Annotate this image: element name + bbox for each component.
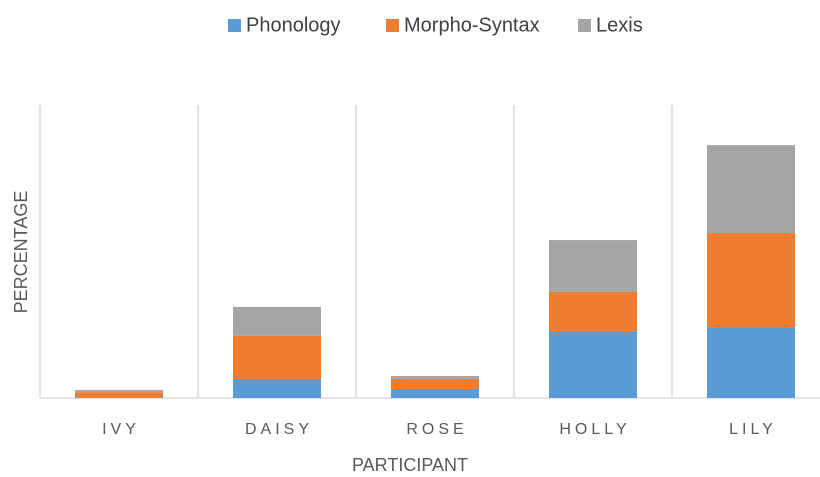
x-tick-label: LILY bbox=[729, 421, 777, 438]
bar-segment bbox=[75, 392, 163, 398]
bar-segment bbox=[391, 388, 479, 398]
legend-swatch bbox=[578, 19, 591, 32]
bar-segment bbox=[549, 291, 637, 331]
legend-label: Morpho-Syntax bbox=[404, 14, 540, 36]
bar-segment bbox=[707, 145, 795, 234]
x-axis-label: PARTICIPANT bbox=[352, 455, 468, 475]
bar-segment bbox=[75, 397, 163, 398]
bar-segment bbox=[549, 240, 637, 292]
bar-segment bbox=[233, 378, 321, 398]
bar-segment bbox=[233, 306, 321, 336]
y-axis-label: PERCENTAGE bbox=[11, 191, 31, 314]
bar-segment bbox=[391, 376, 479, 379]
x-tick-label: IVY bbox=[102, 421, 140, 438]
legend-label: Lexis bbox=[596, 14, 643, 36]
bar-segment bbox=[549, 330, 637, 398]
legend-label: Phonology bbox=[246, 14, 341, 36]
bar-segment bbox=[75, 390, 163, 393]
bar-segment bbox=[233, 335, 321, 379]
legend-swatch bbox=[386, 19, 399, 32]
bar-segment bbox=[707, 233, 795, 328]
x-tick-label: DAISY bbox=[245, 421, 313, 438]
bar-segment bbox=[707, 327, 795, 398]
bar-segment bbox=[391, 378, 479, 389]
legend-swatch bbox=[228, 19, 241, 32]
x-tick-label: ROSE bbox=[406, 421, 467, 438]
x-tick-label: HOLLY bbox=[559, 421, 630, 438]
